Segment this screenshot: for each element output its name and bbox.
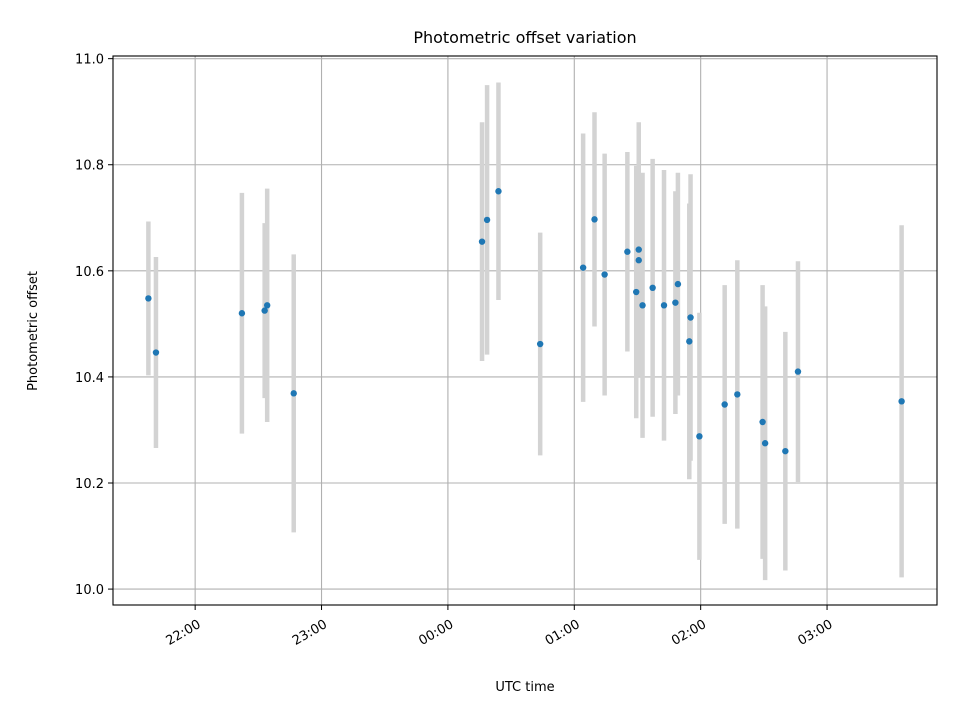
data-point	[696, 433, 703, 440]
data-point	[633, 288, 640, 296]
data-point	[649, 284, 656, 291]
plot-area-background	[113, 56, 937, 605]
y-tick-label: 10.0	[75, 583, 104, 598]
data-point	[639, 302, 646, 309]
y-tick-label: 10.2	[75, 477, 104, 492]
data-points	[145, 188, 905, 455]
data-point	[672, 299, 679, 306]
data-point	[261, 307, 268, 314]
y-tick-label: 11.0	[75, 53, 104, 68]
data-point	[660, 302, 668, 309]
axis-ticks: 22:00 23:00 00:00 01:00 02:00 03:0010.010.210…	[75, 53, 835, 649]
x-axis-label: UTC time	[495, 680, 554, 695]
chart-title: Photometric offset variation	[413, 28, 636, 47]
data-point	[591, 216, 598, 223]
data-point	[495, 188, 502, 195]
data-point	[794, 368, 802, 375]
data-point	[152, 349, 160, 356]
data-point	[536, 340, 544, 348]
data-point	[290, 390, 297, 397]
y-tick-label: 10.8	[75, 159, 104, 174]
data-point	[734, 391, 741, 398]
data-point	[687, 314, 694, 321]
data-point	[759, 418, 766, 426]
y-tick-label: 10.4	[75, 371, 104, 386]
data-point	[483, 216, 491, 224]
data-point	[145, 295, 152, 302]
data-point	[263, 302, 271, 309]
data-point	[635, 246, 642, 253]
y-axis-label: Photometric offset	[26, 271, 41, 391]
data-point	[601, 271, 608, 278]
data-point	[635, 257, 642, 264]
data-point	[898, 398, 905, 405]
data-point	[674, 280, 682, 288]
data-point	[761, 440, 769, 447]
data-point	[238, 310, 246, 317]
plot-frame	[112, 55, 938, 606]
data-point	[686, 338, 693, 345]
data-point	[721, 401, 728, 408]
data-point	[782, 447, 789, 455]
y-tick-label: 10.6	[75, 265, 104, 280]
data-point	[624, 248, 631, 255]
data-point	[579, 264, 587, 271]
data-point	[478, 238, 486, 245]
